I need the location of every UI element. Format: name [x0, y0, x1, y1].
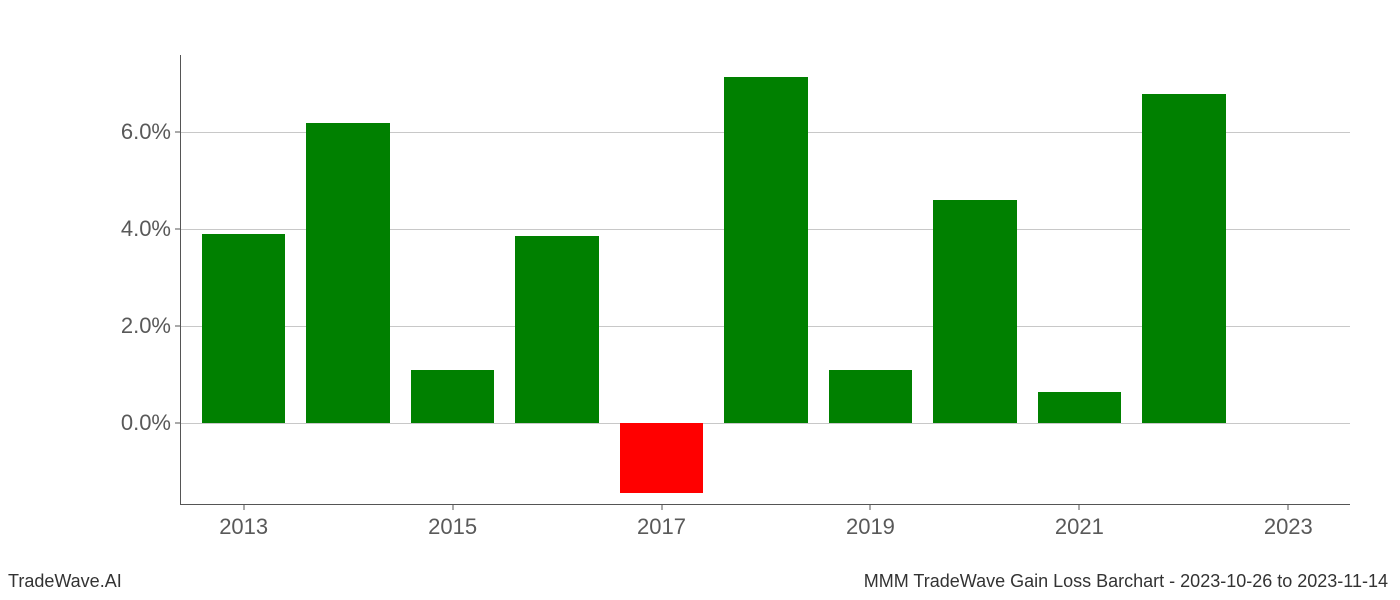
footer-right-text: MMM TradeWave Gain Loss Barchart - 2023-…	[864, 571, 1388, 592]
chart-container: 0.0%2.0%4.0%6.0%201320152017201920212023…	[0, 0, 1400, 600]
xtick-label: 2021	[1055, 504, 1104, 540]
bar	[202, 234, 286, 423]
bar	[306, 123, 390, 423]
bar	[411, 370, 495, 423]
xtick-label: 2013	[219, 504, 268, 540]
ytick-label: 2.0%	[121, 313, 181, 339]
xtick-label: 2019	[846, 504, 895, 540]
gridline	[181, 423, 1350, 424]
ytick-label: 6.0%	[121, 119, 181, 145]
bar	[724, 77, 808, 423]
bar	[1142, 94, 1226, 423]
ytick-label: 0.0%	[121, 410, 181, 436]
bar	[620, 423, 704, 493]
bar	[515, 236, 599, 422]
xtick-label: 2023	[1264, 504, 1313, 540]
bar	[829, 370, 913, 423]
footer-left-text: TradeWave.AI	[8, 571, 122, 592]
xtick-label: 2017	[637, 504, 686, 540]
plot-area: 0.0%2.0%4.0%6.0%201320152017201920212023	[180, 55, 1350, 505]
bar	[933, 200, 1017, 423]
bar	[1038, 392, 1122, 422]
xtick-label: 2015	[428, 504, 477, 540]
ytick-label: 4.0%	[121, 216, 181, 242]
